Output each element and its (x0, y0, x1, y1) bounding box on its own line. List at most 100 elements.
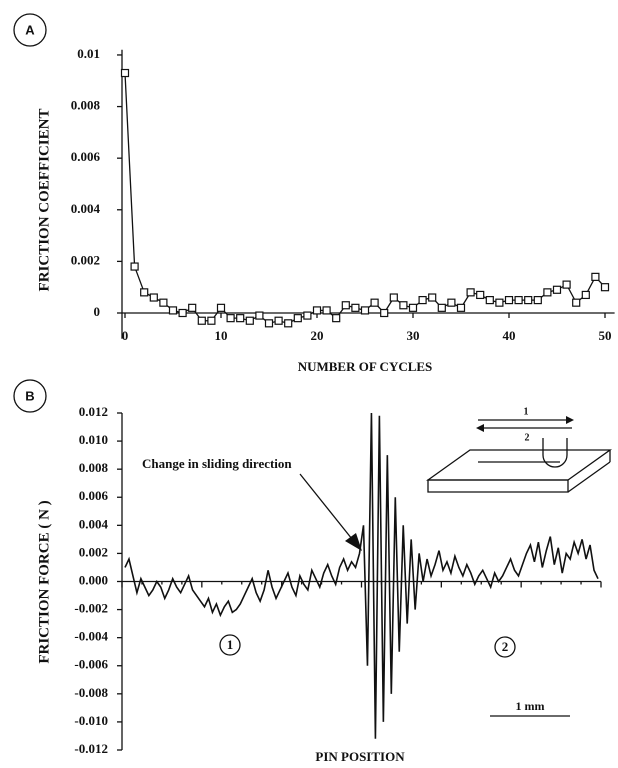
data-point (476, 290, 485, 300)
data-point (274, 316, 283, 325)
y-tick-label: 0.008 (79, 460, 109, 475)
data-point (284, 319, 293, 328)
y-tick-label: 0.002 (71, 252, 100, 267)
data-point (408, 303, 418, 312)
plate-top (425, 449, 613, 481)
data-point (351, 303, 360, 312)
y-tick-label: 0.006 (71, 149, 101, 164)
data-point (312, 306, 322, 315)
data-point (428, 293, 437, 302)
inset-label: 2 (525, 432, 530, 443)
data-point (168, 306, 178, 315)
data-point (524, 295, 533, 305)
y-tick-label: -0.010 (74, 713, 108, 728)
inset-label: 1 (524, 406, 529, 417)
y-tick-label: 0.004 (79, 516, 109, 531)
data-point (303, 311, 312, 320)
x-tick-label: 50 (599, 328, 612, 343)
arrow-head (345, 533, 362, 551)
y-tick-label: 0.006 (79, 488, 109, 503)
y-tick-label: 0 (94, 304, 101, 319)
y-tick-label: 0.002 (79, 544, 108, 559)
y-tick-label: -0.012 (74, 741, 108, 756)
data-point (456, 303, 466, 312)
annotation-arrow (299, 473, 357, 545)
data-point (552, 285, 562, 294)
data-point (226, 314, 235, 323)
data-point (264, 319, 274, 328)
data-point (332, 314, 341, 323)
y-tick-label: -0.002 (74, 601, 108, 616)
data-point (562, 280, 571, 289)
data-point (572, 298, 581, 307)
data-point (188, 303, 197, 312)
plate-side (567, 461, 611, 493)
data-point (533, 295, 542, 305)
y-tick-label: -0.008 (74, 685, 108, 700)
arrow-head (476, 424, 484, 432)
data-point (514, 295, 523, 305)
y-axis-label: FRICTION FORCE ( N ) (36, 500, 52, 663)
x-tick-label: 0 (122, 328, 129, 343)
data-point (236, 314, 245, 323)
inset: 1 2 (425, 406, 613, 493)
y-tick-label: 0.01 (77, 46, 100, 61)
y-tick-label: 0.000 (79, 572, 108, 587)
y-tick-label: -0.004 (74, 629, 108, 644)
region-circle (494, 636, 516, 658)
data-point (245, 316, 254, 325)
scale-bar-label: 1 mm (516, 699, 545, 713)
panel-circle (13, 13, 47, 47)
data-point (543, 288, 552, 297)
y-tick-label: 0.010 (79, 432, 108, 447)
y-tick-label: 0.004 (71, 201, 101, 216)
x-tick-label: 20 (311, 328, 324, 343)
data-point (591, 272, 600, 281)
x-axis-label: PIN POSITION (315, 749, 405, 764)
data-point (495, 298, 504, 307)
y-tick-label: 0.008 (71, 98, 101, 113)
x-axis-label: NUMBER OF CYCLES (298, 359, 433, 374)
panel-label: A (25, 22, 35, 37)
data-point (380, 308, 389, 318)
y-axis-label: FRICTION COEFFICIENT (36, 109, 52, 292)
data-point (437, 303, 446, 312)
data-point (120, 68, 130, 78)
data-point (255, 311, 264, 320)
data-point (370, 298, 379, 307)
data-point (322, 306, 331, 315)
data-point (466, 288, 475, 297)
data-point (600, 283, 610, 292)
data-point (130, 262, 139, 271)
data-point (197, 316, 206, 325)
pin (542, 438, 568, 468)
x-tick-label: 10 (215, 328, 228, 343)
data-point (140, 288, 149, 297)
panel-circle (13, 379, 47, 413)
plate-front (427, 479, 569, 493)
data-point (504, 295, 514, 305)
data-point (178, 308, 187, 318)
data-point (360, 306, 370, 315)
x-tick-label: 40 (503, 328, 516, 343)
data-point (149, 293, 158, 302)
data-point (447, 298, 456, 307)
y-tick-label: 0.012 (79, 404, 108, 419)
data-point (581, 290, 590, 300)
arrow-head (566, 416, 574, 424)
panel-label: B (25, 388, 34, 403)
region-label: 2 (502, 639, 509, 654)
data-point (485, 295, 494, 305)
data-point (293, 314, 302, 323)
data-point (207, 316, 216, 325)
data-point (159, 298, 168, 307)
y-tick-label: -0.006 (74, 657, 108, 672)
data-point (389, 293, 398, 302)
data-line (124, 72, 606, 325)
data-point (341, 301, 350, 310)
data-point (399, 301, 408, 310)
data-line (124, 412, 599, 739)
x-tick-label: 30 (407, 328, 420, 343)
data-point (418, 295, 427, 305)
